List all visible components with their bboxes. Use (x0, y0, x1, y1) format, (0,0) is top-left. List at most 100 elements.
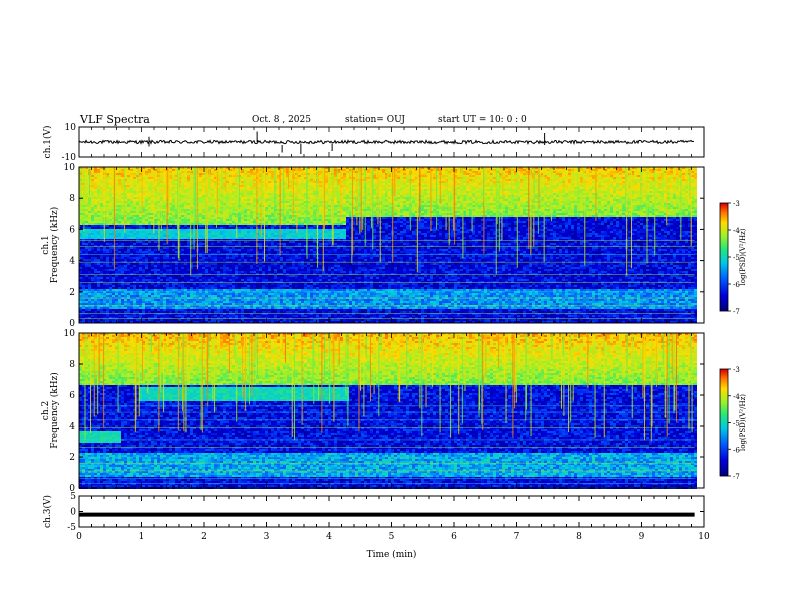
spectro-cell (133, 185, 136, 187)
spectro-cell (79, 223, 82, 225)
spectro-cell (253, 177, 256, 179)
chart-title: VLF Spectra (80, 113, 150, 126)
spectro-cell (187, 183, 190, 185)
spectro-cell (232, 281, 235, 283)
spectro-cell (148, 321, 151, 323)
spectro-cell (214, 215, 217, 217)
spectro-cell (151, 211, 154, 213)
spectro-cell (106, 255, 109, 257)
spectro-cell (265, 233, 268, 235)
spectro-cell (232, 313, 235, 315)
spectro-cell (187, 279, 190, 281)
spectro-cell (136, 273, 139, 275)
spectro-cell (151, 299, 154, 301)
spectro-cell (124, 283, 127, 285)
spectro-cell (142, 171, 145, 173)
spectro-cell (181, 319, 184, 321)
spectro-cell (223, 209, 226, 211)
spectro-cell (220, 281, 223, 283)
spectro-cell (148, 313, 151, 315)
spectro-cell (142, 223, 145, 225)
spectro-cell (250, 229, 253, 231)
spectro-cell (100, 313, 103, 315)
spectro-cell (85, 235, 88, 237)
spectro-cell (208, 299, 211, 301)
spectro-cell (142, 281, 145, 283)
spectro-cell (184, 183, 187, 185)
spectro-cell (187, 289, 190, 291)
spectro-cell (238, 237, 241, 239)
spectro-cell (178, 275, 181, 277)
spectro-cell (100, 185, 103, 187)
spectro-cell (241, 197, 244, 199)
spectro-cell (226, 203, 229, 205)
spectro-cell (109, 317, 112, 319)
spectro-cell (121, 183, 124, 185)
spectro-cell (250, 241, 253, 243)
spectro-cell (136, 311, 139, 313)
spectro-cell (241, 225, 244, 227)
spectro-cell (97, 193, 100, 195)
spectro-cell (220, 273, 223, 275)
spectro-cell (226, 307, 229, 309)
spectro-cell (181, 251, 184, 253)
spectro-cell (256, 307, 259, 309)
spectro-cell (199, 295, 202, 297)
spectro-cell (247, 317, 250, 319)
spectro-cell (187, 277, 190, 279)
spectro-cell (163, 189, 166, 191)
spectro-cell (229, 205, 232, 207)
spectro-cell (184, 265, 187, 267)
spectro-cell (223, 303, 226, 305)
spectro-cell (142, 213, 145, 215)
spectro-cell (121, 267, 124, 269)
spectro-cell (178, 281, 181, 283)
spectro-cell (112, 239, 115, 241)
spectro-cell (106, 219, 109, 221)
spectro-cell (238, 257, 241, 259)
spectro-cell (109, 321, 112, 323)
spectro-cell (193, 311, 196, 313)
spectro-cell (154, 269, 157, 271)
spectro-cell (121, 199, 124, 201)
spectro-cell (133, 171, 136, 173)
spectro-cell (223, 191, 226, 193)
spectro-cell (217, 281, 220, 283)
spectro-cell (259, 277, 262, 279)
spectro-cell (154, 203, 157, 205)
spectro-cell (262, 209, 265, 211)
spectro-cell (175, 203, 178, 205)
spectro-cell (226, 217, 229, 219)
spectro-cell (256, 295, 259, 297)
spectro-cell (184, 197, 187, 199)
spectro-cell (241, 285, 244, 287)
spectro-cell (97, 179, 100, 181)
spectro-cell (223, 269, 226, 271)
spectro-cell (172, 243, 175, 245)
spectro-cell (208, 239, 211, 241)
spectro-cell (85, 311, 88, 313)
spectro-cell (163, 229, 166, 231)
spectro-cell (217, 189, 220, 191)
spectro-cell (139, 243, 142, 245)
spectro-cell (205, 257, 208, 259)
spectro-cell (178, 267, 181, 269)
spectro-cell (232, 249, 235, 251)
spectro-cell (163, 209, 166, 211)
spectro-cell (115, 219, 118, 221)
spectro-cell (226, 211, 229, 213)
spectro-cell (151, 267, 154, 269)
spectro-cell (217, 289, 220, 291)
spectro-cell (217, 247, 220, 249)
spectro-cell (148, 227, 151, 229)
spectro-cell (169, 267, 172, 269)
spectro-cell (187, 303, 190, 305)
spectro-cell (133, 177, 136, 179)
spectro-cell (130, 289, 133, 291)
spectro-cell (259, 199, 262, 201)
spectro-cell (91, 213, 94, 215)
spectro-cell (226, 225, 229, 227)
spectro-cell (169, 205, 172, 207)
spectro-cell (256, 231, 259, 233)
spectro-cell (259, 301, 262, 303)
